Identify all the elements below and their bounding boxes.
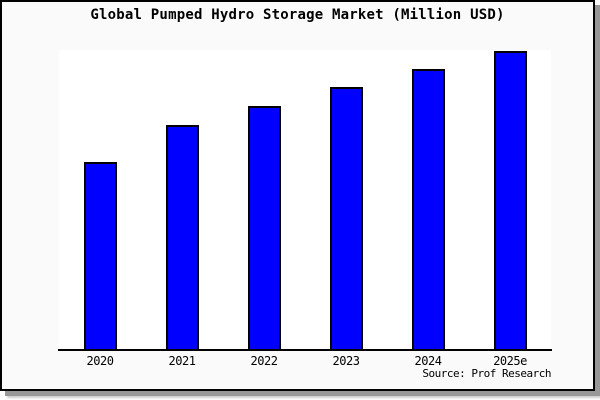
x-tick-label-2022: 2022 (250, 354, 278, 368)
bar-2022 (247, 106, 281, 350)
bar-2025e (493, 51, 527, 350)
chart-title: Global Pumped Hydro Storage Market (Mill… (90, 7, 505, 23)
chart-panel: Global Pumped Hydro Storage Market (Mill… (0, 0, 595, 391)
plot-area (59, 50, 551, 350)
x-tick-label-2021: 2021 (168, 354, 196, 368)
source-note: Source: Prof Research (422, 367, 551, 380)
x-labels: 2020 2021 2022 2023 2024 2025e (59, 354, 551, 368)
x-tick-label-2024: 2024 (414, 354, 442, 368)
x-tick-label-2023: 2023 (332, 354, 360, 368)
bar-2023 (329, 87, 363, 350)
bar-2021 (165, 125, 199, 350)
x-tick-label-2020: 2020 (86, 354, 114, 368)
bars (59, 50, 551, 350)
x-tick-label-2025e: 2025e (493, 354, 527, 368)
x-axis-line (58, 349, 552, 351)
bar-2020 (83, 162, 117, 350)
bar-2024 (411, 69, 445, 350)
